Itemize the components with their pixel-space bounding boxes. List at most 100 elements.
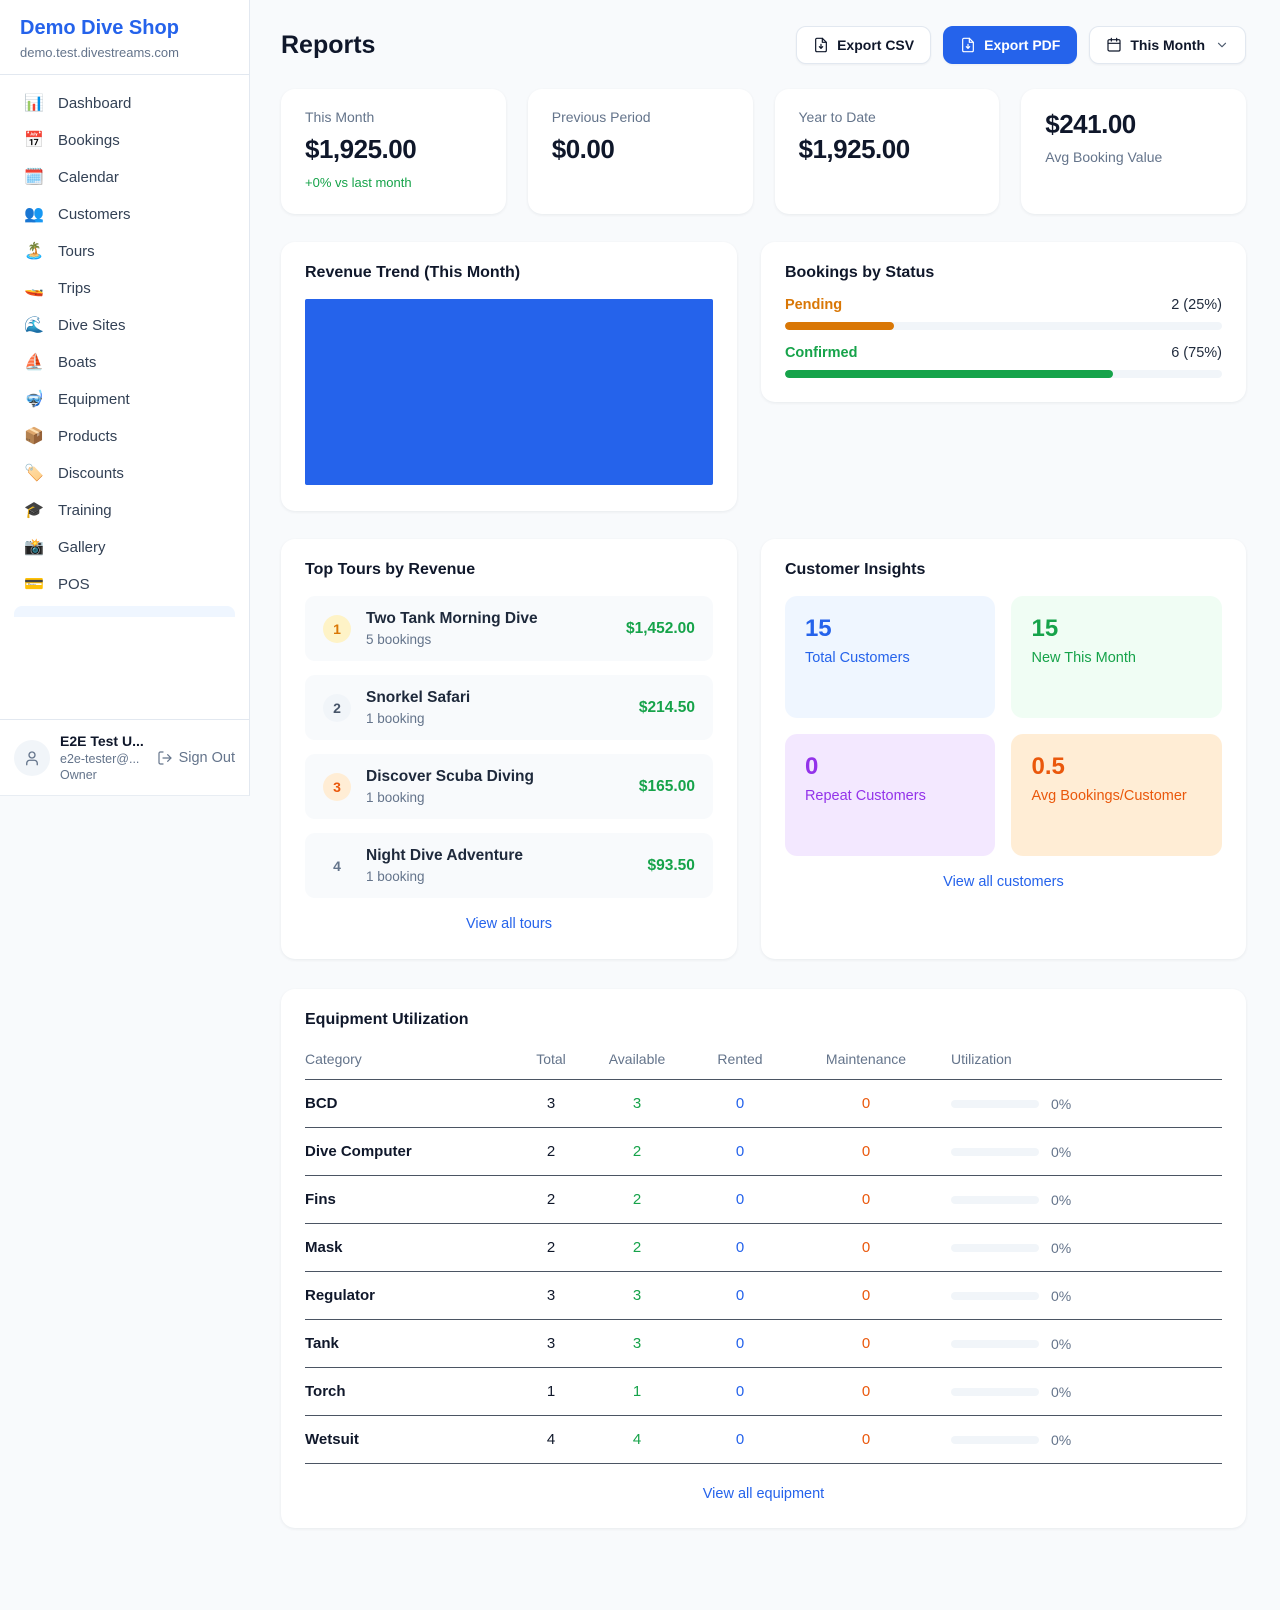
sidebar: Demo Dive Shop demo.test.divestreams.com… [0,0,250,796]
equipment-available: 3 [632,1287,642,1304]
user-role: Owner [60,767,97,782]
spiral-calendar-icon: 🗓️ [24,168,44,186]
camera-icon: 📸 [24,538,44,556]
tile-label: Total Customers [804,650,910,666]
calendar-page-icon: 📅 [24,131,44,149]
equipment-maintenance: 0 [861,1287,871,1304]
equipment-category: Regulator [305,1287,376,1304]
tour-amount: $1,452.00 [625,619,695,637]
sign-out-button[interactable]: Sign Out [157,750,235,766]
log-out-icon [157,751,172,765]
speedboat-icon: 🚤 [24,279,44,297]
equipment-maintenance: 0 [861,1191,871,1208]
tour-amount: $165.00 [638,777,695,795]
period-dropdown[interactable]: This Month [1089,26,1246,64]
equipment-total: 4 [546,1431,556,1448]
sidebar-item-label: Gallery [58,539,106,556]
tile-label: Repeat Customers [804,788,926,804]
sidebar-item-dive-sites[interactable]: 🌊 Dive Sites [12,307,237,344]
stat-label: Avg Booking Value [1045,149,1163,165]
equipment-maintenance: 0 [861,1383,871,1400]
equipment-category: Wetsuit [305,1431,359,1448]
sidebar-item-trips[interactable]: 🚤 Trips [12,270,237,307]
dashboard-chart-icon: 📊 [24,94,44,112]
sidebar-item-reports-active-partial[interactable] [14,606,235,617]
equipment-category: Dive Computer [305,1143,412,1160]
sidebar-item-gallery[interactable]: 📸 Gallery [12,529,237,566]
chevron-down-icon [1217,42,1227,48]
utilization-bar [951,1099,1039,1108]
col-total: Total [536,1051,566,1067]
equipment-total: 2 [546,1239,556,1256]
equipment-available: 2 [632,1239,642,1256]
sailboat-icon: ⛵ [24,353,44,371]
tile-value: 15 [1031,615,1059,642]
utilization-bar [951,1339,1039,1348]
utilization-percent: 0% [1051,1239,1072,1256]
stat-card-this-month: This Month $1,925.00 +0% vs last month [281,89,506,214]
utilization-bar [951,1243,1039,1252]
user-footer: E2E Test U... e2e-tester@... Owner Sign … [0,719,249,795]
utilization-percent: 0% [1051,1335,1072,1352]
equipment-rented: 0 [735,1287,745,1304]
insight-tiles: 15 Total Customers 15 New This Month 0 R… [784,596,1222,856]
tour-row: 1 Two Tank Morning Dive 5 bookings $1,45… [305,596,713,661]
sidebar-item-boats[interactable]: ⛵ Boats [12,344,237,381]
stat-delta: +0% vs last month [305,175,412,190]
table-row: BCD 3 3 0 0 0% [305,1080,1222,1128]
period-label: This Month [1130,37,1205,53]
package-icon: 📦 [24,427,44,445]
table-row: Mask 2 2 0 0 0% [305,1224,1222,1272]
sidebar-item-label: POS [58,576,90,593]
rank-badge: 1 [323,614,351,643]
equipment-utilization-card: Equipment Utilization Category Total Ava… [281,989,1246,1528]
sidebar-item-products[interactable]: 📦 Products [12,418,237,455]
tile-repeat-customers: 0 Repeat Customers [784,734,996,856]
stat-card-year-to-date: Year to Date $1,925.00 [774,89,1000,214]
wave-icon: 🌊 [24,316,44,334]
brand-domain: demo.test.divestreams.com [20,45,179,60]
equipment-utilization-cell: 0% [945,1144,1222,1160]
export-csv-button[interactable]: Export CSV [796,26,932,64]
sidebar-item-training[interactable]: 🎓 Training [12,492,237,529]
stat-label: Previous Period [551,109,651,125]
stat-value: $1,925.00 [305,134,417,164]
equipment-total: 3 [546,1287,556,1304]
sidebar-item-label: Trips [58,280,91,297]
equipment-category: Torch [305,1383,346,1400]
sidebar-item-dashboard[interactable]: 📊 Dashboard [12,85,237,122]
customer-insights-card: Customer Insights 15 Total Customers 15 … [760,539,1246,959]
stats-row: This Month $1,925.00 +0% vs last month P… [281,89,1246,214]
charts-row: Revenue Trend (This Month) Bookings by S… [281,242,1246,511]
sidebar-item-equipment[interactable]: 🤿 Equipment [12,381,237,418]
revenue-trend-title: Revenue Trend (This Month) [305,264,521,281]
rank-badge: 4 [333,857,341,874]
view-all-tours-link[interactable]: View all tours [465,916,552,932]
sidebar-item-pos[interactable]: 💳 POS [12,566,237,603]
sidebar-item-label: Training [58,502,112,519]
equipment-available: 3 [632,1095,642,1112]
equipment-total: 1 [546,1383,556,1400]
view-all-equipment-link[interactable]: View all equipment [702,1486,825,1502]
sidebar-item-label: Equipment [58,391,130,408]
progress-fill [784,370,1113,378]
tour-bookings: 1 booking [366,790,425,805]
equipment-utilization-cell: 0% [945,1288,1222,1304]
top-tours-card: Top Tours by Revenue 1 Two Tank Morning … [281,539,737,959]
equipment-utilization-cell: 0% [945,1384,1222,1400]
lists-row: Top Tours by Revenue 1 Two Tank Morning … [281,539,1246,959]
sidebar-item-label: Bookings [58,132,120,149]
equipment-total: 2 [546,1191,556,1208]
equipment-total: 3 [546,1095,556,1112]
export-pdf-button[interactable]: Export PDF [943,26,1078,64]
equipment-maintenance: 0 [861,1335,871,1352]
status-row-confirmed: Confirmed 6 (75%) [784,345,1222,378]
sidebar-item-tours[interactable]: 🏝️ Tours [12,233,237,270]
sidebar-item-discounts[interactable]: 🏷️ Discounts [12,455,237,492]
col-rented: Rented [717,1051,763,1067]
equipment-available: 4 [632,1431,642,1448]
sidebar-item-bookings[interactable]: 📅 Bookings [12,122,237,159]
sidebar-item-calendar[interactable]: 🗓️ Calendar [12,159,237,196]
sidebar-item-customers[interactable]: 👥 Customers [12,196,237,233]
view-all-customers-link[interactable]: View all customers [943,874,1064,890]
